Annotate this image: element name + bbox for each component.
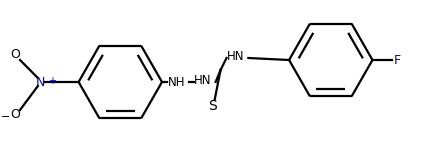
Text: NH: NH	[168, 75, 185, 88]
Text: S: S	[208, 99, 217, 113]
Text: HN: HN	[194, 75, 211, 87]
Text: O: O	[10, 48, 20, 62]
Text: F: F	[393, 54, 400, 66]
Text: N: N	[36, 75, 46, 88]
Text: +: +	[48, 76, 56, 86]
Text: −: −	[0, 112, 10, 122]
Text: HN: HN	[226, 51, 244, 63]
Text: O: O	[10, 108, 20, 122]
